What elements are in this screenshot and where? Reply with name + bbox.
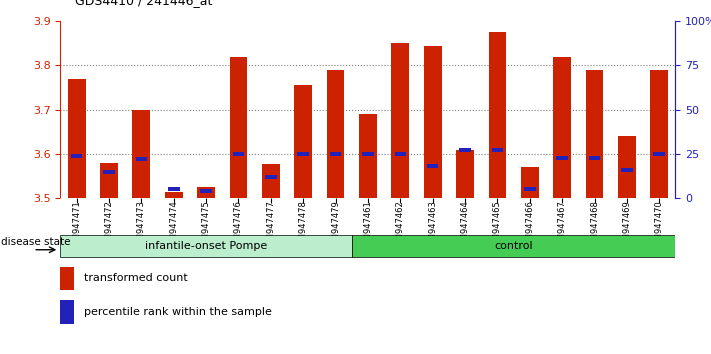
- Text: GSM947472: GSM947472: [105, 200, 114, 251]
- Text: infantile-onset Pompe: infantile-onset Pompe: [145, 241, 267, 251]
- Bar: [618, 136, 636, 198]
- Text: transformed count: transformed count: [84, 273, 188, 283]
- Bar: [265, 175, 277, 179]
- Bar: [459, 148, 471, 153]
- Text: GSM947463: GSM947463: [428, 200, 437, 251]
- Bar: [100, 163, 118, 198]
- Bar: [491, 148, 503, 153]
- Text: disease state: disease state: [1, 237, 70, 247]
- Text: GSM947461: GSM947461: [363, 200, 373, 251]
- Bar: [230, 57, 247, 198]
- Bar: [557, 155, 568, 160]
- Bar: [359, 114, 377, 198]
- Text: GSM947471: GSM947471: [72, 200, 81, 251]
- Text: GSM947479: GSM947479: [331, 200, 340, 251]
- Bar: [424, 46, 442, 198]
- Bar: [132, 110, 150, 198]
- Bar: [197, 187, 215, 198]
- Bar: [586, 70, 604, 198]
- Bar: [297, 152, 309, 156]
- Bar: [392, 43, 410, 198]
- Bar: [262, 164, 279, 198]
- Bar: [362, 152, 374, 156]
- Bar: [524, 187, 535, 192]
- Text: GSM947462: GSM947462: [396, 200, 405, 251]
- Text: percentile rank within the sample: percentile rank within the sample: [84, 307, 272, 318]
- Text: GSM947473: GSM947473: [137, 200, 146, 251]
- Text: GDS4410 / 241446_at: GDS4410 / 241446_at: [75, 0, 212, 7]
- Bar: [395, 152, 406, 156]
- FancyBboxPatch shape: [352, 235, 675, 257]
- Bar: [427, 164, 439, 169]
- Bar: [232, 152, 245, 156]
- Bar: [71, 154, 82, 158]
- Bar: [521, 167, 539, 198]
- Text: GSM947464: GSM947464: [461, 200, 469, 251]
- Bar: [68, 79, 85, 198]
- Text: GSM947476: GSM947476: [234, 200, 243, 251]
- Bar: [201, 189, 212, 193]
- Bar: [330, 152, 341, 156]
- Text: GSM947477: GSM947477: [267, 200, 275, 251]
- Bar: [326, 70, 344, 198]
- Bar: [553, 57, 571, 198]
- Text: GSM947475: GSM947475: [202, 200, 210, 251]
- Bar: [103, 170, 114, 174]
- Text: GSM947470: GSM947470: [655, 200, 664, 251]
- Bar: [60, 267, 74, 290]
- Bar: [621, 168, 633, 172]
- Bar: [653, 152, 665, 156]
- Bar: [589, 155, 600, 160]
- Text: GSM947465: GSM947465: [493, 200, 502, 251]
- Bar: [60, 300, 74, 324]
- Bar: [456, 150, 474, 198]
- Bar: [651, 70, 668, 198]
- Text: GSM947466: GSM947466: [525, 200, 534, 251]
- Text: GSM947469: GSM947469: [622, 200, 631, 251]
- Bar: [488, 32, 506, 198]
- Text: GSM947467: GSM947467: [557, 200, 567, 251]
- Bar: [165, 192, 183, 198]
- Text: control: control: [494, 241, 533, 251]
- Text: GSM947468: GSM947468: [590, 200, 599, 251]
- Text: GSM947474: GSM947474: [169, 200, 178, 251]
- FancyBboxPatch shape: [60, 235, 352, 257]
- Text: GSM947478: GSM947478: [299, 200, 308, 251]
- Bar: [168, 187, 179, 192]
- Bar: [294, 85, 312, 198]
- Bar: [136, 157, 147, 161]
